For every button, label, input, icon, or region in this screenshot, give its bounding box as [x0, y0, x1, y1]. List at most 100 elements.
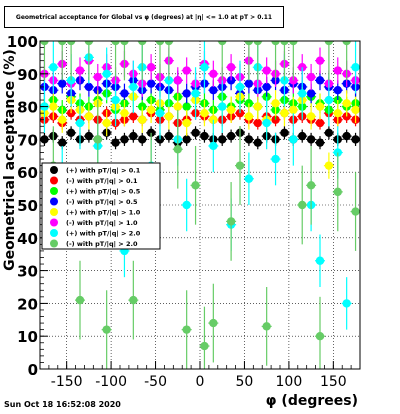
- data-point: [173, 76, 182, 85]
- data-point: [351, 63, 360, 72]
- data-point: [58, 115, 67, 124]
- x-tick-label: 150: [320, 374, 347, 390]
- data-point: [218, 41, 227, 46]
- legend-marker: [50, 166, 58, 174]
- y-axis-label: Geometrical acceptance (%): [2, 49, 18, 271]
- data-point: [191, 128, 200, 138]
- data-point: [173, 102, 182, 111]
- data-point: [342, 299, 351, 308]
- data-point: [40, 41, 49, 46]
- data-point: [182, 89, 191, 98]
- data-point: [138, 135, 147, 144]
- data-point: [333, 66, 342, 75]
- data-point: [262, 322, 271, 331]
- legend-marker: [50, 197, 58, 206]
- data-point: [306, 72, 316, 82]
- data-point: [226, 217, 236, 226]
- data-point: [280, 128, 289, 138]
- y-tick-label: 30: [17, 263, 38, 281]
- data-point: [324, 128, 334, 138]
- data-point: [200, 341, 209, 351]
- data-point: [182, 66, 191, 75]
- legend-entry: (+) with pT/|q| > 0.5: [66, 188, 141, 197]
- legend-marker: [50, 239, 58, 248]
- data-point: [351, 105, 360, 115]
- data-point: [182, 325, 191, 334]
- data-point: [262, 82, 271, 92]
- legend-entry: (-) with pT/|q| > 1.0: [66, 219, 138, 228]
- data-point: [111, 95, 120, 105]
- data-point: [218, 102, 227, 111]
- data-point: [315, 118, 325, 128]
- data-point: [138, 115, 147, 124]
- data-point: [200, 131, 209, 141]
- data-point: [120, 41, 129, 46]
- data-point: [111, 138, 120, 147]
- data-point: [315, 76, 325, 85]
- legend-entry: (-) with pT/|q| > 0.5: [66, 198, 138, 207]
- data-point: [102, 69, 111, 79]
- data-point: [271, 99, 280, 108]
- data-point: [218, 135, 227, 144]
- data-point: [209, 318, 218, 328]
- data-point: [111, 41, 120, 46]
- data-point: [315, 56, 325, 65]
- legend: (+) with pT/|q| > 0.1(-) with pT/|q| > 0…: [41, 162, 161, 250]
- data-point: [306, 112, 316, 121]
- data-point: [253, 102, 262, 111]
- data-point: [253, 138, 262, 147]
- data-point: [75, 295, 85, 305]
- y-tick-label: 20: [17, 295, 38, 313]
- data-point: [315, 332, 325, 341]
- data-point: [58, 138, 67, 147]
- data-point: [289, 105, 298, 115]
- data-point: [182, 135, 191, 144]
- data-point: [333, 86, 342, 95]
- data-point: [262, 118, 271, 128]
- data-point: [298, 200, 307, 210]
- x-tick-label: -50: [144, 374, 167, 390]
- legend-marker: [50, 218, 58, 227]
- data-point: [200, 108, 209, 118]
- data-point: [315, 256, 325, 265]
- data-point: [244, 41, 254, 46]
- data-point: [333, 187, 342, 197]
- legend-marker: [50, 229, 58, 237]
- data-point: [129, 82, 138, 92]
- data-point: [289, 135, 298, 144]
- data-point: [235, 82, 245, 92]
- data-point: [120, 135, 129, 144]
- data-point: [75, 118, 85, 128]
- data-point: [333, 108, 342, 118]
- y-tick-label: 70: [17, 131, 38, 149]
- legend-entry: (-) with pT/|q| > 2.0: [66, 240, 138, 249]
- data-point: [324, 95, 334, 105]
- data-point: [84, 112, 94, 121]
- data-point: [120, 108, 129, 118]
- data-point: [182, 118, 191, 128]
- x-tick-label: -150: [51, 374, 83, 390]
- data-point: [271, 154, 280, 164]
- data-point: [306, 181, 316, 190]
- data-point: [262, 66, 271, 75]
- data-point: [66, 41, 76, 46]
- data-point: [271, 41, 280, 46]
- data-point: [298, 131, 307, 141]
- data-point: [298, 89, 307, 98]
- data-point: [351, 207, 360, 216]
- y-tick-label: 10: [17, 328, 38, 346]
- axes: -150 -100 -50 0 50 100 150 0 10 20 30 40 50 60 70 80 90 1…: [7, 33, 361, 390]
- legend-box: [41, 162, 161, 250]
- data-point: [138, 41, 147, 46]
- data-point: [120, 89, 129, 98]
- x-tick-label: 100: [276, 374, 303, 390]
- y-tick-label: 100: [7, 33, 38, 51]
- data-point: [84, 82, 94, 92]
- data-point: [93, 72, 102, 82]
- x-tick-label: 0: [196, 374, 205, 390]
- data-point: [209, 141, 218, 151]
- data-point: [84, 131, 94, 141]
- data-point: [58, 41, 67, 46]
- data-point: [280, 108, 289, 118]
- data-point: [66, 128, 76, 138]
